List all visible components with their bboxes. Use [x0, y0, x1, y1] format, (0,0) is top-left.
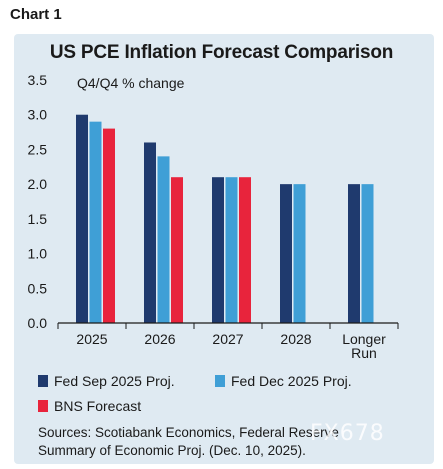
- x-tick-label: Longer Run: [342, 331, 386, 361]
- legend-label-bns: BNS Forecast: [54, 398, 142, 414]
- legend-label-fed-dec: Fed Dec 2025 Proj.: [231, 373, 352, 389]
- bar-2027-series-1: [225, 177, 238, 323]
- legend-item-fed-dec: Fed Dec 2025 Proj.: [215, 373, 352, 389]
- source-line-2: Summary of Economic Proj. (Dec. 10, 2025…: [38, 443, 306, 458]
- legend-swatch-fed-dec: [215, 375, 225, 387]
- bar-2026-series-2: [171, 177, 183, 323]
- y-tick-label: 0.0: [28, 315, 48, 331]
- x-tick-label: 2028: [280, 331, 311, 347]
- y-tick-label: 3.5: [28, 72, 48, 88]
- legend-swatch-fed-sep: [38, 375, 48, 387]
- legend-item-fed-sep: Fed Sep 2025 Proj.: [38, 373, 175, 389]
- y-tick-label: 1.5: [28, 211, 48, 227]
- bar-2027-series-0: [212, 177, 224, 323]
- y-tick-label: 1.0: [28, 246, 48, 262]
- x-tick-label: 2027: [212, 331, 243, 347]
- watermark: FX678: [310, 421, 385, 446]
- y-tick-label: 0.5: [28, 280, 48, 296]
- bar-2028-series-1: [293, 184, 306, 323]
- legend-swatch-bns: [38, 400, 48, 412]
- y-tick-label: 2.5: [28, 141, 48, 157]
- bar-longer-run-series-1: [361, 184, 374, 323]
- bar-2027-series-2: [239, 177, 251, 323]
- bar-2025-series-0: [76, 114, 88, 323]
- chart-number-label: Chart 1: [10, 6, 62, 23]
- bar-2028-series-0: [280, 184, 292, 323]
- legend-item-bns: BNS Forecast: [38, 398, 141, 414]
- bar-2025-series-2: [103, 128, 115, 323]
- legend-label-fed-sep: Fed Sep 2025 Proj.: [54, 373, 175, 389]
- bar-2026-series-1: [157, 156, 170, 323]
- x-tick-label: 2025: [76, 331, 107, 347]
- y-axis-label: Q4/Q4 % change: [77, 75, 185, 91]
- bar-longer-run-series-0: [348, 184, 360, 323]
- bar-2025-series-1: [89, 121, 102, 324]
- y-tick-label: 3.0: [28, 107, 48, 123]
- source-line-1: Sources: Scotiabank Economics, Federal R…: [38, 425, 339, 440]
- source-note: Sources: Scotiabank Economics, Federal R…: [38, 424, 438, 460]
- y-tick-label: 2.0: [28, 176, 48, 192]
- chart-title: US PCE Inflation Forecast Comparison: [49, 42, 394, 63]
- bar-2026-series-0: [144, 142, 156, 323]
- x-tick-label: 2026: [144, 331, 175, 347]
